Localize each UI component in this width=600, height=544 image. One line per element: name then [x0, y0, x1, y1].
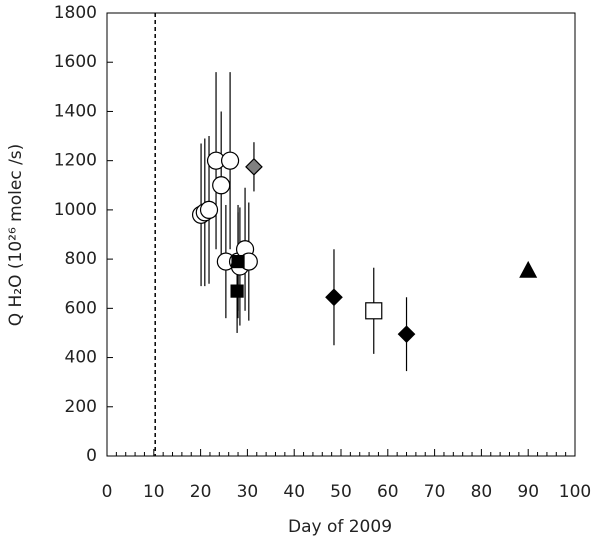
y-tick-label: 1200: [54, 151, 97, 171]
y-tick-label: 1600: [54, 52, 97, 72]
y-tick-label: 1800: [54, 3, 97, 23]
x-tick-label: 10: [143, 482, 165, 502]
data-point: [231, 254, 245, 269]
x-tick-label: 0: [102, 482, 113, 502]
y-axis-label: Q H₂O (10²⁶ molec /s): [6, 144, 26, 327]
data-point: [199, 200, 219, 219]
data-point: [519, 260, 538, 278]
y-tick-label: 800: [65, 249, 97, 269]
x-tick-label: 40: [283, 482, 305, 502]
y-tick-label: 1400: [54, 101, 97, 121]
data-point: [230, 284, 244, 298]
x-tick-label: 50: [330, 482, 352, 502]
x-tick-label: 20: [190, 482, 212, 502]
y-tick-label: 200: [65, 397, 97, 417]
data-point: [212, 176, 231, 195]
x-tick-label: 70: [424, 482, 446, 502]
y-tick-label: 0: [86, 446, 97, 466]
data-point: [245, 157, 263, 176]
data-point: [365, 302, 383, 320]
y-tick-label: 600: [65, 298, 97, 318]
y-tick-label: 400: [65, 348, 97, 368]
x-tick-label: 80: [471, 482, 493, 502]
y-tick-label: 1000: [54, 200, 97, 220]
x-tick-label: 30: [237, 482, 259, 502]
x-axis-label: Day of 2009: [288, 517, 392, 537]
x-tick-label: 100: [559, 482, 591, 502]
data-point: [397, 325, 416, 344]
data-point: [325, 288, 343, 307]
x-tick-label: 60: [377, 482, 399, 502]
data-point: [220, 151, 240, 170]
plot-frame: [106, 12, 576, 457]
x-tick-label: 90: [517, 482, 539, 502]
